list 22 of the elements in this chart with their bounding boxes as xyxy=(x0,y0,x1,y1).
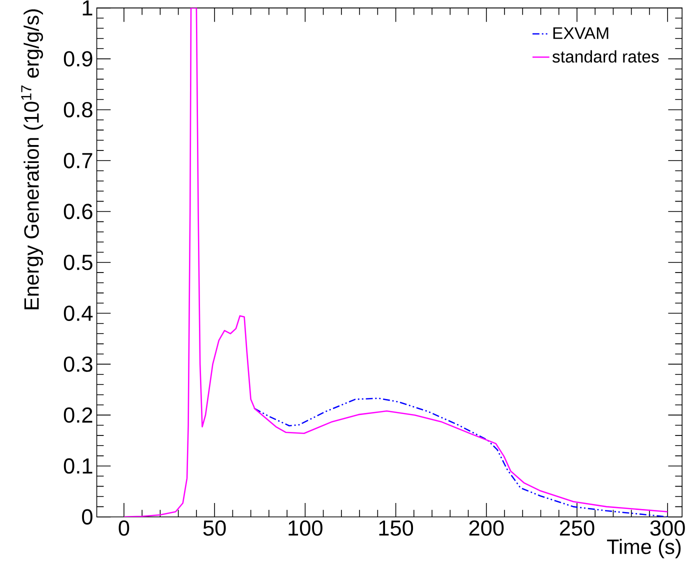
y-tick-label: 0.4 xyxy=(64,305,93,321)
y-tick-label: 0.9 xyxy=(64,50,92,66)
y-tick-label: 1 xyxy=(82,0,92,16)
y-tick-label: 0.2 xyxy=(64,407,92,423)
y-tick-label: 0.6 xyxy=(64,204,92,220)
y-tick-label: 0.3 xyxy=(64,356,92,372)
x-tick-label: 150 xyxy=(379,520,414,536)
x-tick-label: 50 xyxy=(203,520,226,536)
x-axis-title: Time (s) xyxy=(607,538,681,558)
y-tick-label: 0 xyxy=(82,508,92,524)
x-tick-label: 200 xyxy=(469,520,504,536)
y-tick-label: 0.1 xyxy=(64,458,92,474)
y-axis-title: Energy Generation (10$^{17}$ erg/g/s) xyxy=(21,9,43,310)
y-tick-label: 0.7 xyxy=(64,152,92,168)
x-tick-label: 100 xyxy=(288,520,322,536)
x-tick-label: 250 xyxy=(560,520,594,536)
legend-label: standard rates xyxy=(552,50,659,62)
y-tick-label: 0.8 xyxy=(64,102,92,118)
legend-label: EXVAM xyxy=(553,27,608,39)
y-tick-label: 0.5 xyxy=(64,254,92,270)
x-tick-label: 300 xyxy=(650,520,685,536)
x-tick-label: 0 xyxy=(118,520,130,536)
